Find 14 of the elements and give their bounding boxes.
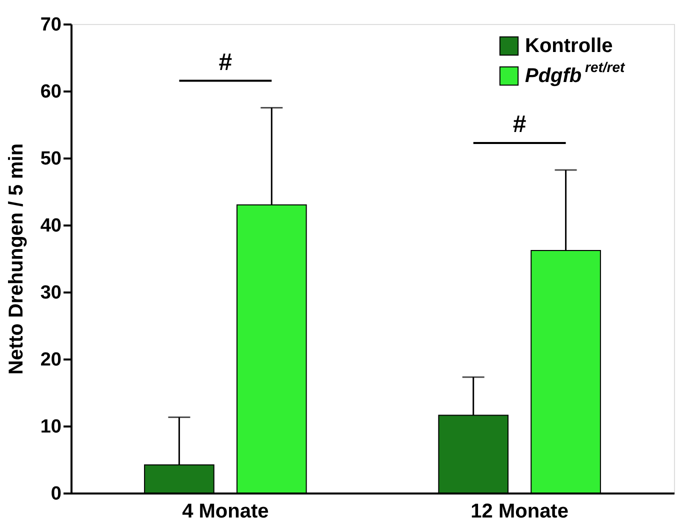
x-tick-label: 12 Monate xyxy=(470,500,568,522)
annotation: # xyxy=(512,111,526,138)
y-tick-label: 60 xyxy=(40,82,62,102)
y-tick-label: 50 xyxy=(40,148,62,170)
y-tick-label: 10 xyxy=(40,416,62,438)
x-tick-label: 4 Monate xyxy=(182,500,269,522)
y-tick-label: 40 xyxy=(40,216,62,236)
y-tick-label: 20 xyxy=(40,350,62,370)
y-tick-label: 70 xyxy=(40,14,62,36)
y-axis-title: Netto Drehungen / 5 min xyxy=(5,143,28,375)
annotation: # xyxy=(218,48,232,76)
y-tick-label: 30 xyxy=(40,282,62,304)
y-tick-label: 0 xyxy=(50,484,62,504)
legend-label: Kontrolle xyxy=(525,35,613,57)
